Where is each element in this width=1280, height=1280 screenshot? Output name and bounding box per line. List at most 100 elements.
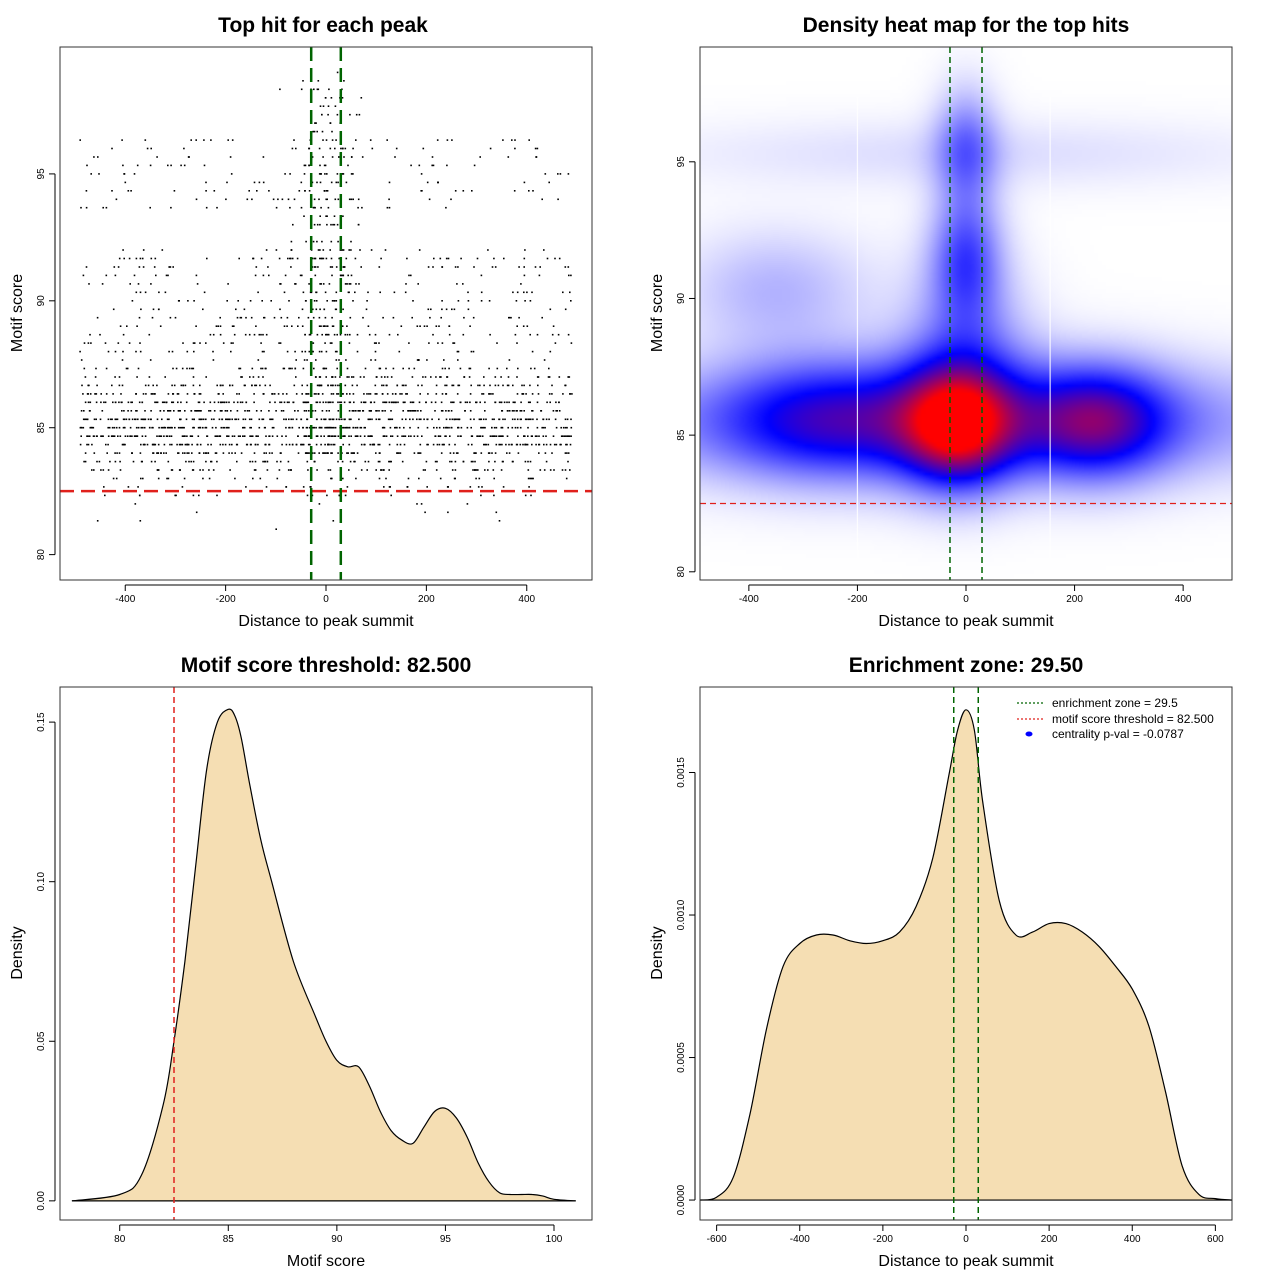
scatter-point (295, 443, 298, 446)
scatter-point (93, 469, 95, 471)
scatter-point (457, 266, 459, 268)
scatter-point (445, 418, 448, 421)
scatter-point (440, 410, 443, 412)
scatter-point (312, 342, 315, 344)
scatter-point (308, 410, 310, 412)
scatter-point (341, 173, 344, 175)
scatter-point (203, 452, 205, 454)
scatter-point (327, 443, 329, 446)
scatter-point (199, 426, 201, 429)
scatter-point (324, 173, 326, 175)
scatter-point (168, 410, 170, 412)
scatter-point (570, 274, 572, 277)
scatter-point (451, 418, 454, 421)
scatter-point (244, 333, 247, 336)
scatter-point (186, 443, 188, 446)
x-tick-label: 200 (418, 594, 435, 605)
scatter-point (455, 452, 458, 454)
scatter-point (331, 435, 333, 437)
scatter-point (348, 342, 351, 344)
scatter-point (382, 401, 384, 404)
scatter-point (376, 393, 378, 395)
scatter-point (226, 426, 228, 429)
scatter-point (315, 393, 317, 395)
scatter-point (381, 469, 383, 471)
scatter-point (261, 367, 264, 370)
scatter-point (269, 384, 271, 387)
scatter-point (545, 435, 547, 437)
scatter-point (304, 333, 306, 336)
scatter-point (504, 418, 506, 421)
scatter-point (399, 393, 401, 395)
scatter-point (239, 316, 242, 319)
scatter-point (342, 274, 345, 277)
scatter-point (284, 173, 286, 175)
scatter-point (523, 291, 525, 294)
scatter-point (472, 316, 475, 319)
scatter-point (286, 401, 289, 404)
scatter-point (344, 147, 347, 150)
scatter-point (315, 435, 318, 437)
scatter-point (492, 435, 494, 437)
scatter-point (419, 443, 422, 446)
scatter-point (250, 435, 253, 437)
scatter-point (341, 418, 343, 421)
scatter-point (315, 122, 317, 124)
scatter-point (348, 426, 350, 429)
scatter-point (430, 308, 432, 311)
scatter-point (353, 452, 355, 454)
scatter-point (557, 198, 559, 201)
scatter-point (79, 350, 81, 353)
scatter-point (342, 308, 344, 311)
scatter-point (112, 393, 114, 395)
scatter-point (222, 426, 224, 429)
scatter-point (186, 452, 188, 454)
scatter-point (229, 469, 231, 471)
scatter-point (459, 367, 462, 370)
scatter-point (114, 418, 117, 421)
scatter-point (297, 452, 300, 454)
scatter-point (562, 435, 564, 437)
scatter-point (541, 198, 543, 201)
scatter-point (183, 477, 186, 480)
scatter-point (469, 418, 472, 421)
y-tick-label: 0.15 (36, 712, 47, 732)
scatter-point (144, 435, 147, 437)
scatter-point (275, 410, 277, 412)
scatter-point (235, 418, 237, 421)
scatter-point (234, 418, 236, 421)
scatter-point (80, 206, 82, 209)
scatter-point (262, 156, 265, 158)
scatter-point (295, 393, 298, 395)
scatter-point (402, 410, 404, 412)
scatter-point (464, 410, 466, 412)
scatter-point (135, 291, 138, 294)
scatter-point (564, 469, 567, 471)
scatter-point (479, 401, 481, 404)
scatter-point (355, 410, 357, 412)
scatter-point (349, 316, 352, 319)
scatter-point (495, 511, 498, 514)
scatter-point (251, 460, 254, 463)
scatter-point (318, 426, 321, 429)
scatter-point (496, 342, 498, 344)
scatter-point (501, 460, 504, 463)
scatter-point (441, 342, 444, 344)
scatter-point (388, 469, 390, 471)
scatter-point (153, 266, 156, 268)
scatter-point (508, 443, 510, 446)
scatter-point (525, 418, 528, 421)
scatter-point (548, 418, 550, 421)
scatter-point (490, 393, 492, 395)
scatter-point (135, 257, 138, 260)
scatter-point (467, 300, 470, 302)
scatter-point (536, 418, 538, 421)
scatter-point (531, 443, 533, 446)
scatter-point (308, 283, 310, 285)
scatter-point (438, 443, 441, 446)
scatter-point (193, 393, 196, 395)
x-tick-label: 600 (1207, 1234, 1224, 1245)
scatter-point (94, 393, 96, 395)
scatter-point (79, 139, 81, 141)
scatter-point (425, 460, 428, 463)
